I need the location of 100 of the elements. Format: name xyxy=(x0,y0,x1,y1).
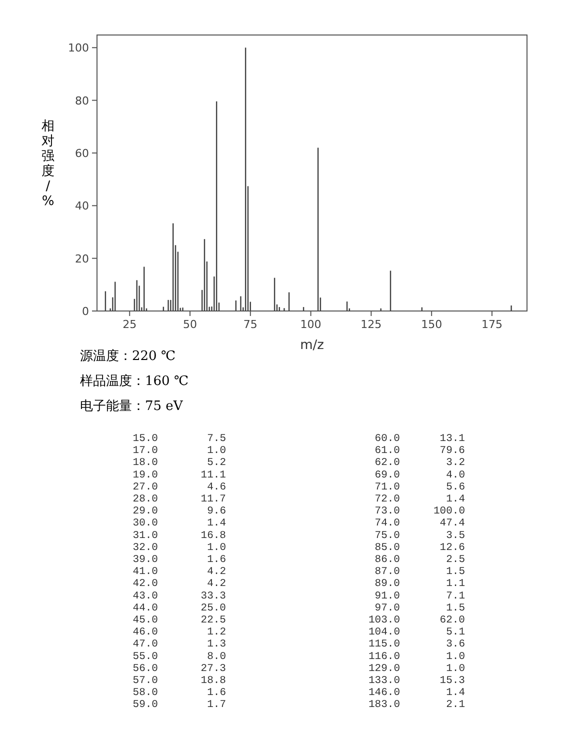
text: 3.5 xyxy=(446,530,465,542)
text: 29.0 xyxy=(132,506,158,518)
text: 30.0 xyxy=(132,518,158,530)
text: 16.8 xyxy=(200,530,226,542)
text: 133.0 xyxy=(368,675,400,687)
x-tick-label: 175 xyxy=(481,318,502,331)
text: 60.0 xyxy=(374,433,400,445)
text: 7.1 xyxy=(446,590,465,602)
text: 2.5 xyxy=(446,554,465,566)
text: 4.0 xyxy=(446,469,465,482)
y-tick-label: 40 xyxy=(75,200,89,213)
text: 13.1 xyxy=(440,433,465,445)
text: 1.0 xyxy=(207,445,226,458)
text: 39.0 xyxy=(132,554,158,566)
text: 73.0 xyxy=(374,506,400,518)
text: 25.0 xyxy=(200,602,226,614)
text: 源温度：220 ℃ xyxy=(80,348,176,364)
text: 15.0 xyxy=(132,433,158,445)
text: 1.6 xyxy=(207,554,226,566)
text: 45.0 xyxy=(132,614,158,626)
text: 103.0 xyxy=(368,614,400,626)
text: 11.1 xyxy=(200,469,226,482)
y-tick-label: 20 xyxy=(75,252,89,266)
text: 样品温度：160 ℃ xyxy=(80,373,188,389)
text: 1.7 xyxy=(207,699,226,712)
text: 28.0 xyxy=(132,494,158,506)
text: 31.0 xyxy=(132,530,158,542)
text: 59.0 xyxy=(132,699,158,712)
text: 62.0 xyxy=(374,457,400,470)
text: 32.0 xyxy=(132,542,158,554)
y-tick-label: 100 xyxy=(68,42,89,55)
x-tick-label: 75 xyxy=(243,318,258,331)
text: 1.0 xyxy=(207,542,226,554)
text: 183.0 xyxy=(368,699,400,712)
x-axis-title: m/z xyxy=(300,338,324,353)
text: 7.5 xyxy=(207,433,226,445)
text: 47.0 xyxy=(132,638,158,651)
text: 79.6 xyxy=(440,445,465,458)
text: 9.6 xyxy=(207,506,226,518)
text: 3.6 xyxy=(446,638,465,651)
text: 1.4 xyxy=(446,687,465,700)
text: 146.0 xyxy=(368,687,400,700)
text: 17.0 xyxy=(132,445,158,458)
text: 71.0 xyxy=(374,481,400,494)
x-tick-label: 150 xyxy=(421,318,442,331)
text: 27.0 xyxy=(132,481,158,494)
text: 1.4 xyxy=(207,518,226,530)
text: 15.3 xyxy=(440,675,465,687)
text: 57.0 xyxy=(132,675,158,687)
text: 89.0 xyxy=(374,578,400,590)
text: 116.0 xyxy=(368,650,400,663)
text: 1.5 xyxy=(446,602,465,614)
text: 5.2 xyxy=(207,457,226,470)
text: 75.0 xyxy=(374,530,400,542)
text: 129.0 xyxy=(368,662,400,675)
text: 87.0 xyxy=(374,566,400,578)
text: 1.2 xyxy=(207,626,226,639)
text: 58.0 xyxy=(132,687,158,700)
text: 72.0 xyxy=(374,494,400,506)
text: 11.7 xyxy=(200,494,226,506)
text: 44.0 xyxy=(132,602,158,614)
text: 2.1 xyxy=(446,699,465,712)
text: 4.6 xyxy=(207,481,226,494)
text: 18.0 xyxy=(132,457,158,470)
text: 1.1 xyxy=(446,578,465,590)
text: 104.0 xyxy=(368,626,400,639)
text: 43.0 xyxy=(132,590,158,602)
x-tick-label: 125 xyxy=(360,318,382,331)
text: 69.0 xyxy=(374,469,400,482)
text: 3.2 xyxy=(446,457,465,470)
text: 4.2 xyxy=(207,566,226,578)
text: 61.0 xyxy=(374,445,400,458)
text: 1.5 xyxy=(446,566,465,578)
y-tick-label: 60 xyxy=(75,146,89,160)
text: 27.3 xyxy=(200,662,226,675)
text: 1.3 xyxy=(207,638,226,651)
text: 86.0 xyxy=(374,554,400,566)
y-axis-title: 相对强度/% xyxy=(42,119,54,209)
text: 5.6 xyxy=(446,481,465,494)
text: 18.8 xyxy=(200,675,226,687)
text: 85.0 xyxy=(374,542,400,554)
y-tick-label: 0 xyxy=(82,305,89,318)
text: 46.0 xyxy=(132,626,158,639)
text: 4.2 xyxy=(207,578,226,590)
text: 19.0 xyxy=(132,469,158,482)
text: 55.0 xyxy=(132,650,158,663)
text: 1.0 xyxy=(446,650,465,663)
x-tick-label: 50 xyxy=(183,318,198,331)
x-tick-label: 100 xyxy=(300,318,322,331)
x-tick-label: 25 xyxy=(122,318,137,331)
text: 41.0 xyxy=(132,566,158,578)
text: 12.6 xyxy=(440,542,465,554)
text: 62.0 xyxy=(440,614,465,626)
text: 1.0 xyxy=(446,662,465,675)
text: 91.0 xyxy=(374,590,400,602)
text: 97.0 xyxy=(374,602,400,614)
text: 33.3 xyxy=(200,590,226,602)
text: 8.0 xyxy=(207,650,226,663)
y-tick-label: 80 xyxy=(75,94,89,108)
text: 74.0 xyxy=(374,518,400,530)
